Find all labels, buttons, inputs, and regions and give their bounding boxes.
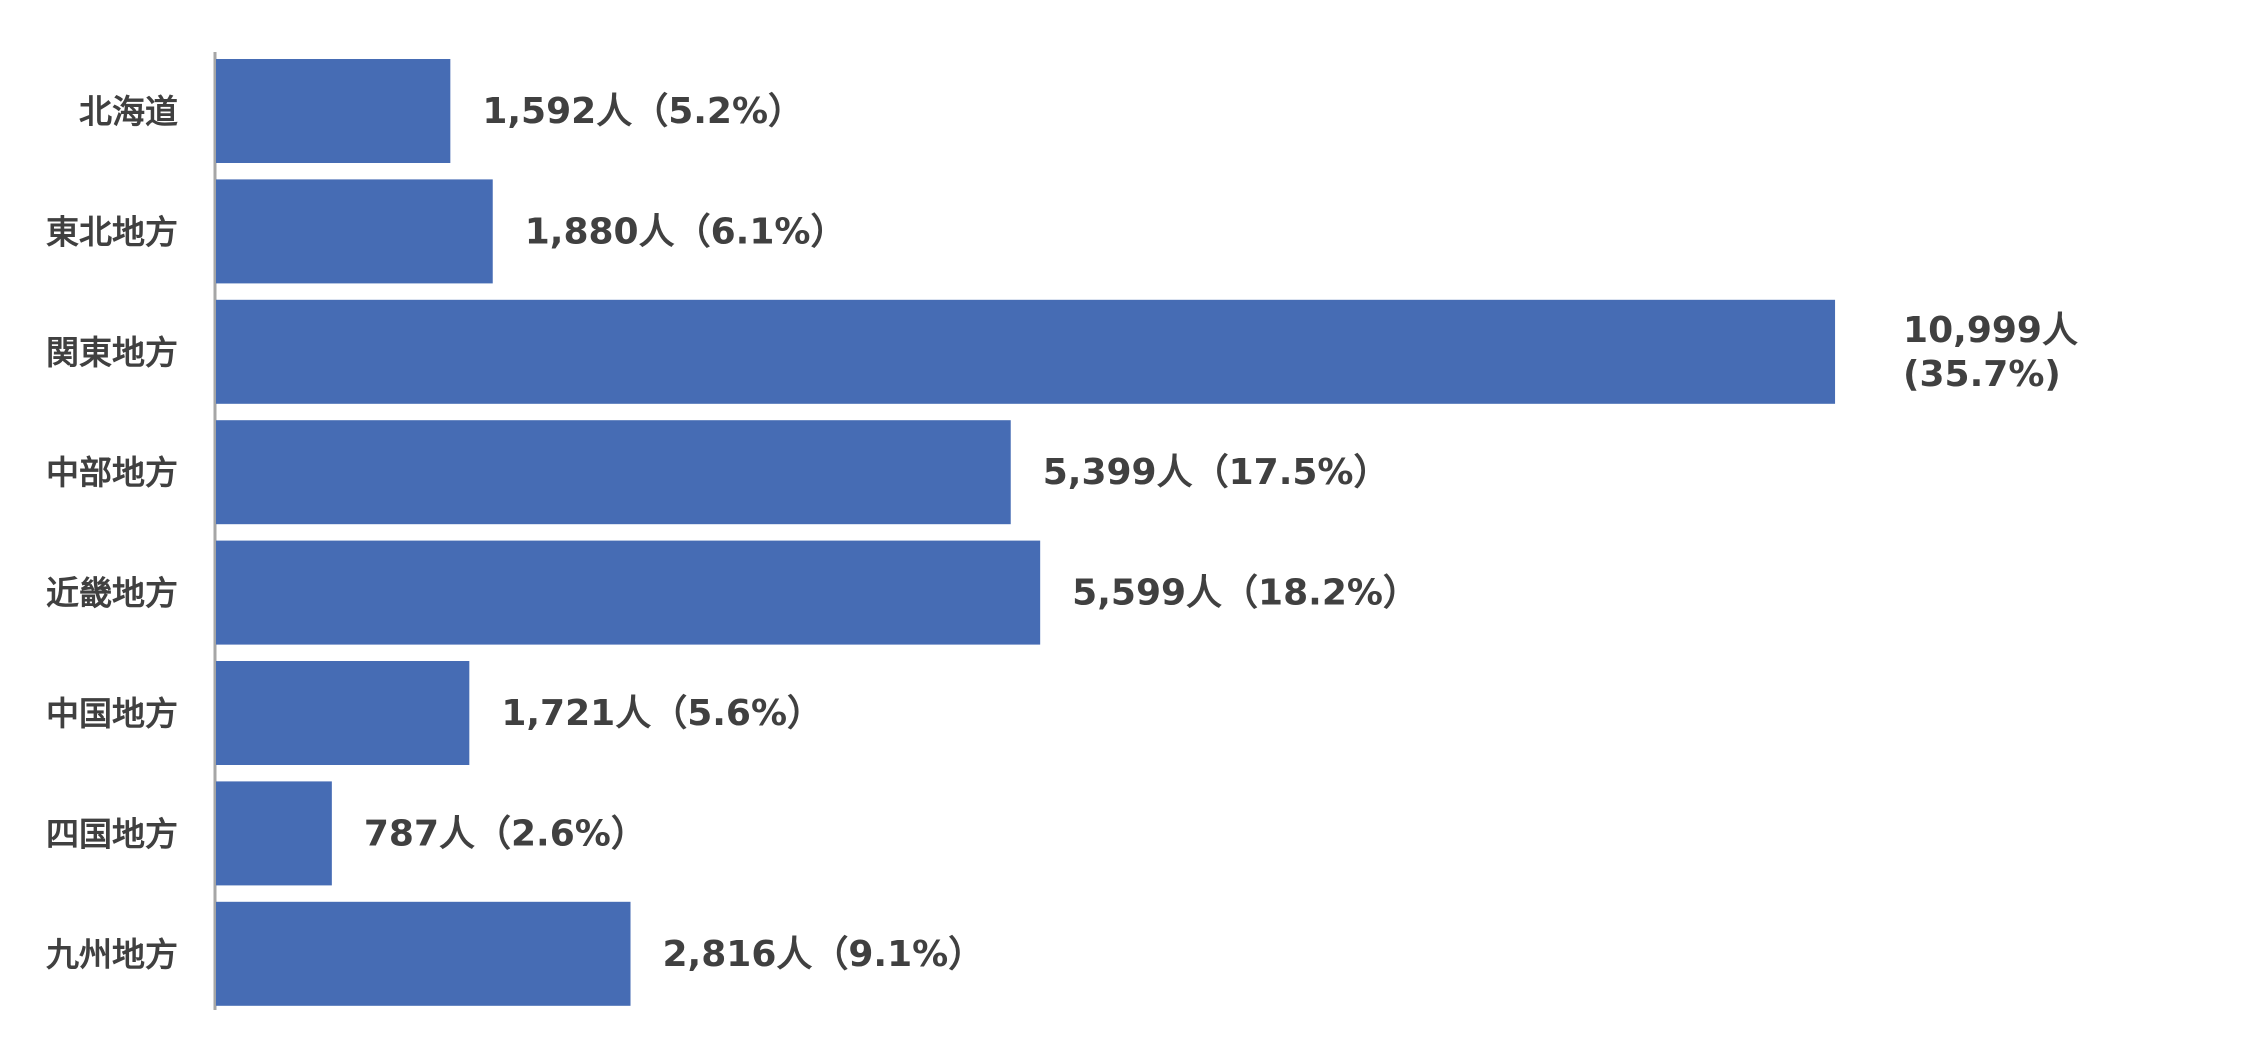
data-label-6: 787人（2.6%） bbox=[364, 813, 647, 854]
category-label-4: 近畿地方 bbox=[46, 574, 178, 613]
bar-3 bbox=[216, 420, 1011, 525]
category-label-2: 関東地方 bbox=[46, 333, 178, 372]
bar-4 bbox=[216, 540, 1041, 645]
data-label-line: 5,399人（17.5%） bbox=[1043, 452, 1390, 493]
data-label-5: 1,721人（5.6%） bbox=[501, 693, 823, 734]
bar-7 bbox=[216, 901, 631, 1006]
data-label-7: 2,816人（9.1%） bbox=[663, 934, 985, 975]
data-label-line: 787人（2.6%） bbox=[364, 813, 647, 854]
data-label-line: 1,592人（5.2%） bbox=[482, 91, 804, 132]
data-label-line: 1,880人（6.1%） bbox=[525, 211, 847, 252]
data-label-2: 10,999人(35.7%) bbox=[1903, 310, 2078, 395]
data-label-0: 1,592人（5.2%） bbox=[482, 91, 804, 132]
category-label-6: 四国地方 bbox=[46, 814, 178, 853]
category-label-5: 中国地方 bbox=[46, 694, 178, 733]
category-label-0: 北海道 bbox=[79, 92, 178, 131]
bar-2 bbox=[216, 299, 1836, 404]
bars-group bbox=[216, 59, 1836, 1006]
category-label-3: 中部地方 bbox=[46, 453, 178, 492]
data-label-line: 10,999人 bbox=[1903, 310, 2078, 351]
bar-5 bbox=[216, 661, 470, 765]
data-label-1: 1,880人（6.1%） bbox=[525, 211, 847, 252]
data-label-line: 5,599人（18.2%） bbox=[1072, 573, 1419, 614]
data-label-line: 1,721人（5.6%） bbox=[501, 693, 823, 734]
bar-6 bbox=[216, 781, 332, 886]
data-label-line: 2,816人（9.1%） bbox=[663, 934, 985, 975]
data-label-4: 5,599人（18.2%） bbox=[1072, 573, 1419, 614]
data-labels-group: 1,592人（5.2%） 1,880人（6.1%） 10,999人(35.7%) 5,… bbox=[364, 91, 2078, 975]
data-label-3: 5,399人（17.5%） bbox=[1043, 452, 1390, 493]
category-label-1: 東北地方 bbox=[46, 212, 178, 251]
bar-1 bbox=[216, 179, 493, 284]
data-label-line: (35.7%) bbox=[1903, 354, 2061, 395]
category-label-7: 九州地方 bbox=[46, 935, 178, 974]
bar-0 bbox=[216, 59, 451, 163]
